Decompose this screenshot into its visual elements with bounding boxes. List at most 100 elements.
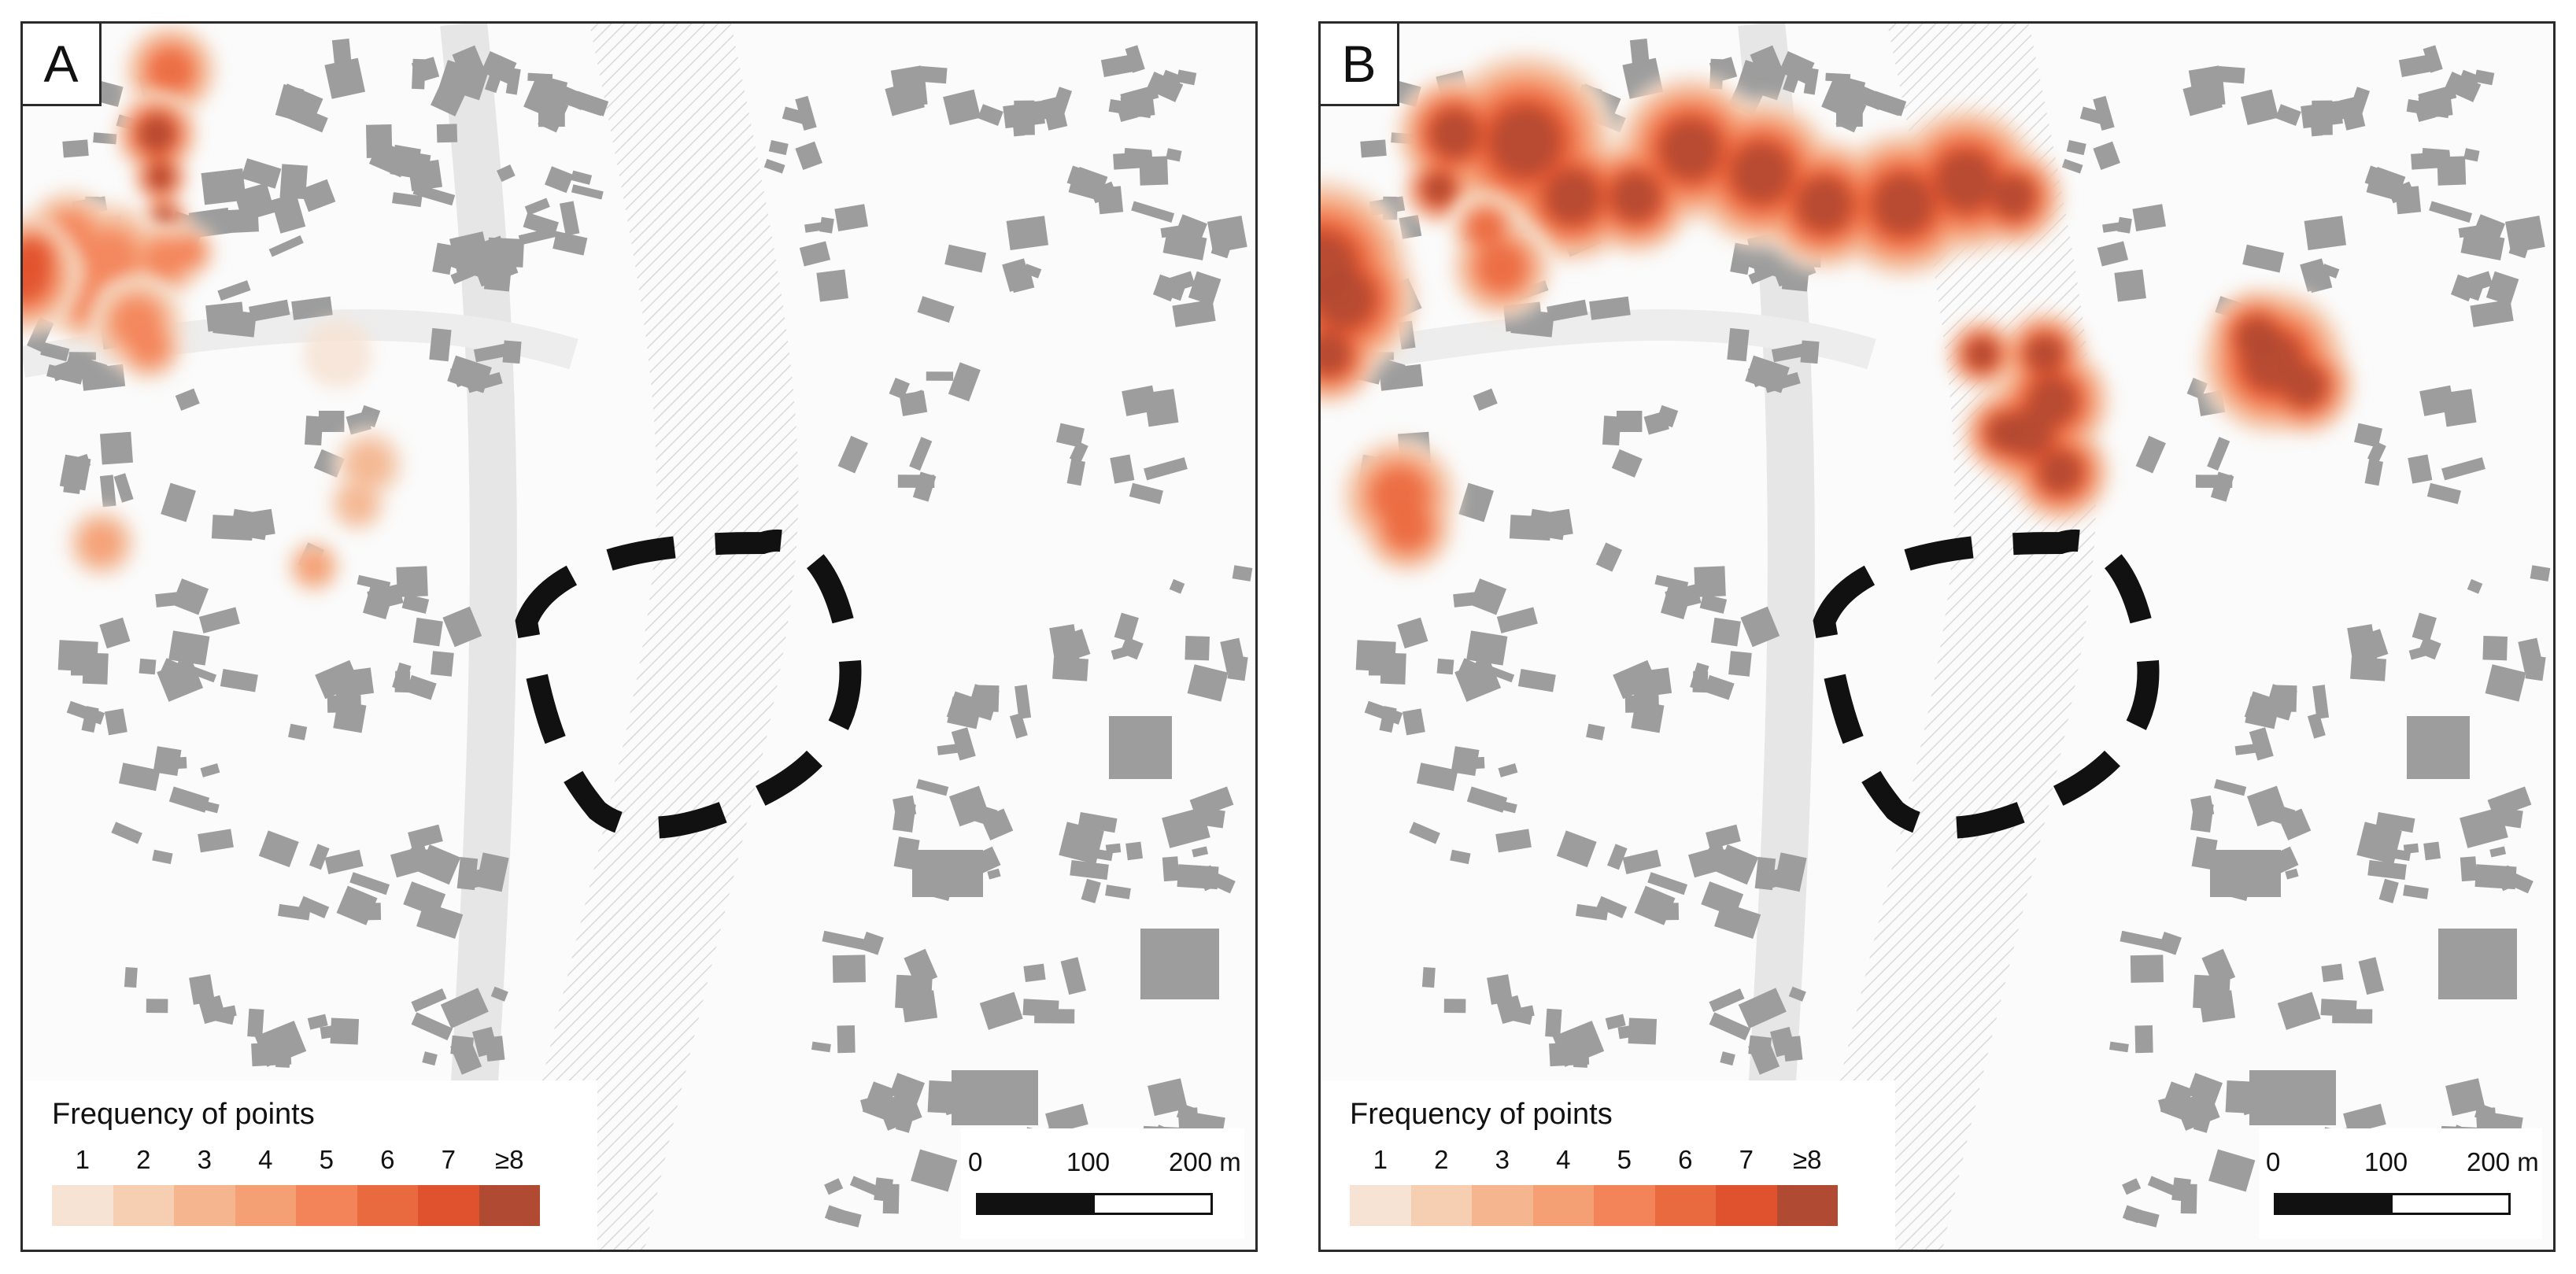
building (442, 606, 482, 648)
building (1162, 856, 1180, 882)
hotspot-ring (298, 551, 330, 582)
building (1097, 186, 1124, 215)
building (2408, 454, 2433, 484)
building (1060, 957, 1086, 995)
building (2300, 258, 2330, 292)
building (220, 669, 258, 692)
building (82, 652, 109, 685)
legend-swatch (1472, 1185, 1533, 1226)
building (947, 696, 982, 729)
legend-level-label: 7 (441, 1145, 456, 1174)
scale-label: 100 (1066, 1147, 1111, 1176)
building (68, 352, 96, 360)
building (1779, 51, 1815, 84)
building (440, 988, 489, 1028)
building (1549, 1041, 1590, 1067)
building (1081, 878, 1101, 903)
building (837, 1025, 856, 1054)
building (2312, 685, 2330, 719)
building (336, 885, 378, 925)
building (405, 674, 437, 700)
building (1770, 1026, 1796, 1058)
building (157, 658, 204, 702)
building (2304, 216, 2347, 250)
building (1699, 851, 1732, 872)
building (411, 988, 447, 1013)
hotspot-ring (1321, 270, 1373, 328)
building (1165, 271, 1196, 294)
legend-level-labels: 1 2 3 4 5 6 7 ≥8 (1350, 1145, 1838, 1175)
building (2324, 100, 2345, 121)
building (2445, 1078, 2485, 1117)
hotspot-ring (1546, 170, 1599, 223)
building (198, 607, 240, 633)
legend-color-bar (1350, 1185, 1838, 1226)
building (811, 1041, 831, 1053)
building (943, 89, 981, 125)
building (904, 948, 938, 987)
building (50, 358, 81, 382)
building (893, 802, 916, 833)
building (209, 1010, 235, 1025)
building (2135, 435, 2166, 474)
building (2187, 1073, 2223, 1105)
building (1736, 60, 1787, 101)
building (258, 830, 299, 868)
building (2364, 459, 2383, 486)
scale-label: 0 (2266, 1147, 2281, 1176)
building (2403, 843, 2419, 855)
building (2358, 957, 2384, 995)
legend: Frequency of points 1 2 3 4 5 6 7 ≥8 (23, 1080, 597, 1250)
building (1006, 216, 1049, 250)
building (524, 198, 550, 216)
hotspot-ring (1430, 109, 1479, 158)
building (1771, 342, 1811, 363)
building (1152, 286, 1174, 302)
building (1622, 849, 1661, 874)
hotspot-ring (150, 50, 192, 92)
hotspot-central (303, 319, 372, 389)
building (456, 857, 479, 891)
building (900, 990, 938, 1023)
hotspot-southwest (65, 507, 342, 595)
building (2171, 1177, 2191, 1202)
building (1495, 829, 1532, 853)
building (2207, 437, 2230, 471)
building (2188, 65, 2224, 102)
building (1740, 606, 1780, 648)
building (1665, 583, 1702, 611)
building (161, 482, 196, 523)
building (2198, 990, 2236, 1023)
building (768, 139, 789, 156)
building (2458, 225, 2480, 238)
building (251, 1041, 292, 1067)
building (1194, 807, 1225, 829)
building (1380, 652, 1406, 685)
hotspot-south (327, 428, 405, 534)
building (527, 72, 553, 83)
building (899, 390, 928, 416)
building (2358, 629, 2389, 662)
building (1466, 630, 1508, 666)
legend-level-label: 4 (1556, 1145, 1571, 1174)
building (2108, 1041, 2129, 1053)
building (152, 849, 173, 865)
building (1175, 214, 1207, 242)
building (432, 242, 455, 275)
hotspot-ring (2039, 451, 2082, 493)
building (1148, 1078, 1188, 1117)
building (1727, 327, 1750, 362)
building (1169, 578, 1185, 594)
building (2102, 221, 2126, 233)
building (545, 166, 574, 194)
building (1710, 617, 1741, 647)
map-canvas-b (1321, 24, 2553, 1250)
building (59, 454, 91, 491)
building (2423, 841, 2441, 861)
building (2474, 69, 2495, 86)
hotspot-ring (1321, 333, 1350, 375)
legend-swatch (357, 1185, 418, 1226)
building (1728, 651, 1752, 677)
legend-level-label: 2 (136, 1145, 151, 1174)
building (298, 895, 330, 918)
